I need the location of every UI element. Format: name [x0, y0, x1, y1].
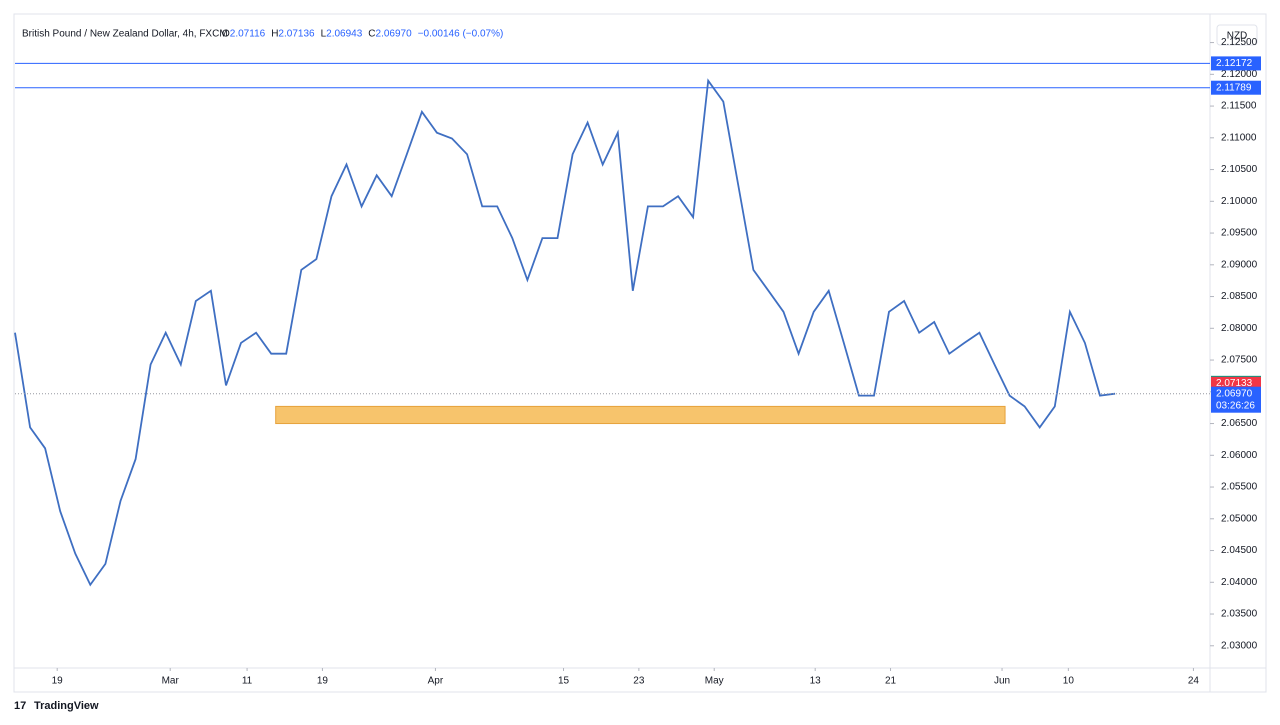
y-tick-label: 2.04500	[1221, 545, 1258, 556]
currency[interactable]: NZD	[1227, 31, 1248, 42]
brand-logo: 17	[14, 700, 26, 712]
currency-button[interactable]	[1216, 24, 1258, 46]
y-tick-label: 2.12000	[1221, 69, 1258, 80]
frame	[13, 13, 1267, 693]
price-tag-label: 2.07133	[1216, 378, 1253, 389]
ohlc-open: 2.07116	[230, 29, 266, 40]
level-tag	[1211, 56, 1261, 71]
x-tick-label: Apr	[428, 676, 444, 687]
level-label: 2.11789	[1216, 82, 1252, 93]
y-tick-label: 2.12500	[1221, 37, 1258, 48]
y-tick-label: 2.09500	[1221, 228, 1258, 239]
level-label: 2.12172	[1216, 58, 1253, 69]
x-tick-label: Jun	[994, 676, 1010, 687]
x-tick-label: 19	[52, 676, 64, 687]
x-tick-label: 11	[242, 676, 253, 687]
y-tick-label: 2.03000	[1221, 640, 1258, 651]
countdown: 03:26:26	[1216, 400, 1255, 411]
y-tick-label: 2.04000	[1221, 577, 1258, 588]
symbol: British Pound / New Zealand Dollar, 4h, …	[22, 29, 228, 40]
brand: TradingView	[34, 700, 99, 712]
y-tick-label: 2.08000	[1221, 323, 1258, 334]
y-tick-label: 2.07500	[1221, 355, 1258, 366]
price-tag	[1211, 386, 1261, 413]
ohlc-change: −0.00146 (−0.07%)	[418, 29, 504, 40]
price-tag-label: 2.06970	[1216, 388, 1253, 399]
x-tick-label: 23	[633, 676, 645, 687]
x-tick-label: 10	[1063, 676, 1075, 687]
y-tick-label: 2.05000	[1221, 513, 1258, 524]
ohlc-high-key: H	[271, 29, 278, 40]
x-tick-label: Mar	[162, 676, 180, 687]
y-tick-label: 2.11000	[1221, 132, 1257, 143]
x-tick-label: 13	[810, 676, 822, 687]
x-tick-label: 24	[1188, 676, 1200, 687]
y-tick-label: 2.05500	[1221, 482, 1258, 493]
y-tick-label: 2.10000	[1221, 196, 1258, 207]
ohlc-high: 2.07136	[278, 29, 315, 40]
y-tick-label: 2.06500	[1221, 418, 1258, 429]
y-tick-label: 2.11500	[1221, 101, 1257, 112]
x-tick-label: 15	[558, 676, 570, 687]
price-tag	[1211, 376, 1261, 390]
ohlc-open-key: O	[222, 29, 230, 40]
y-tick-label: 2.09000	[1221, 259, 1258, 270]
ohlc-low-key: L	[321, 29, 327, 40]
y-tick-label: 2.10500	[1221, 164, 1258, 175]
x-tick-label: 21	[885, 676, 897, 687]
y-tick-label: 2.03500	[1221, 609, 1258, 620]
ohlc-close-key: C	[368, 29, 375, 40]
y-tick-label: 2.08500	[1221, 291, 1258, 302]
price-line	[14, 78, 1116, 587]
ohlc-close: 2.06970	[376, 29, 413, 40]
level-tag	[1211, 80, 1261, 95]
x-tick-label: 19	[317, 676, 329, 687]
y-tick-label: 2.06000	[1221, 450, 1258, 461]
x-tick-label: May	[705, 676, 724, 687]
support-zone	[275, 405, 1006, 425]
ohlc-low: 2.06943	[326, 29, 363, 40]
